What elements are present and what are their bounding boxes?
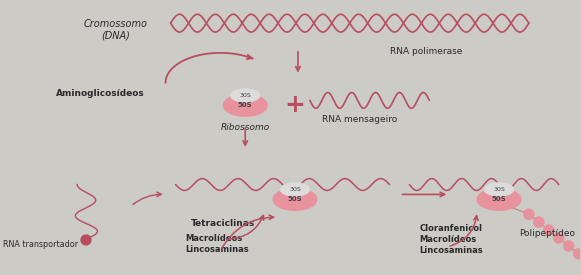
Ellipse shape <box>273 188 317 210</box>
Circle shape <box>543 225 554 235</box>
Circle shape <box>523 209 535 220</box>
Circle shape <box>533 217 544 228</box>
Ellipse shape <box>230 89 260 102</box>
Text: RNA transportador: RNA transportador <box>3 240 78 249</box>
Ellipse shape <box>223 94 267 116</box>
Text: Tetraciclinas: Tetraciclinas <box>191 219 254 228</box>
Text: RNA polimerase: RNA polimerase <box>389 47 462 56</box>
Text: 30S: 30S <box>289 187 301 192</box>
Ellipse shape <box>280 183 310 196</box>
Circle shape <box>573 248 581 259</box>
Text: Cloranfenicol
Macrolídeos
Lincosaminas: Cloranfenicol Macrolídeos Lincosaminas <box>419 224 483 255</box>
Text: Polipeptídeo: Polipeptídeo <box>519 229 575 238</box>
Text: 30S: 30S <box>493 187 505 192</box>
Ellipse shape <box>484 183 514 196</box>
Circle shape <box>81 235 91 245</box>
Text: Cromossomo
(DNA): Cromossomo (DNA) <box>84 19 148 41</box>
Text: 30S: 30S <box>239 93 251 98</box>
Circle shape <box>563 240 574 251</box>
Text: 50S: 50S <box>288 196 302 202</box>
Text: 50S: 50S <box>492 196 506 202</box>
Text: Aminoglicosídeos: Aminoglicosídeos <box>56 89 145 98</box>
Text: Macrolídeos
Lincosaminas: Macrolídeos Lincosaminas <box>185 234 249 254</box>
Ellipse shape <box>477 188 521 210</box>
Text: Ribossomo: Ribossomo <box>221 123 270 132</box>
Text: +: + <box>285 93 306 117</box>
Circle shape <box>553 233 564 243</box>
Text: RNA mensageiro: RNA mensageiro <box>322 115 397 124</box>
Text: 50S: 50S <box>238 102 253 108</box>
